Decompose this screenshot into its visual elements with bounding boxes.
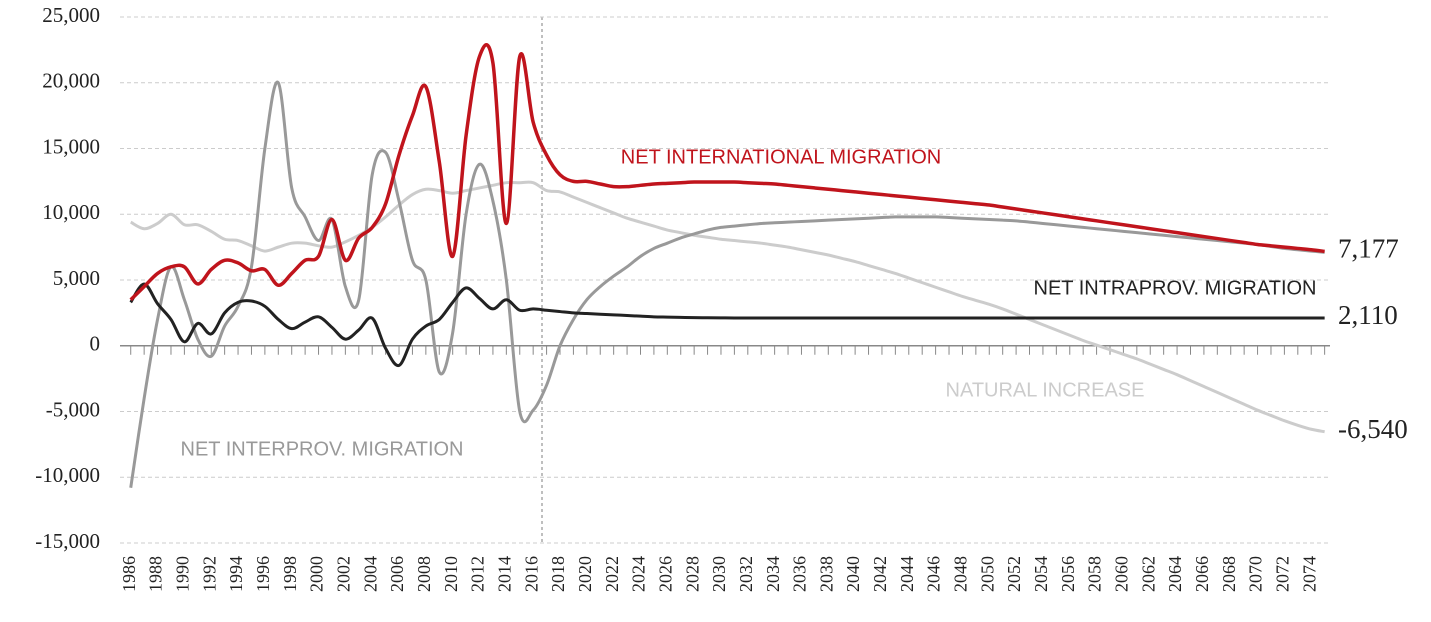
x-tick-label: 2062 [1138,556,1158,592]
x-tick-label: 2012 [468,556,488,592]
x-tick-label: 2058 [1085,556,1105,592]
series-label: NATURAL INCREASE [946,379,1145,401]
x-tick-label: 2008 [414,556,434,592]
x-tick-label: 2066 [1192,556,1212,592]
x-tick-label: 2006 [387,556,407,592]
x-tick-label: 2010 [441,556,461,592]
x-tick-label: 2000 [307,556,327,592]
y-tick-label: -5,000 [46,397,100,421]
series-label: NET INTERPROV. MIGRATION [181,438,464,460]
end-value-label: 7,177 [1338,234,1399,264]
x-tick-label: 2070 [1246,556,1266,592]
y-tick-label: 15,000 [42,134,100,158]
x-tick-label: 1994 [226,556,246,592]
x-tick-label: 2046 [924,556,944,592]
x-tick-label: 2024 [629,556,649,592]
x-tick-label: 2002 [333,556,353,592]
x-tick-label: 1988 [146,556,166,592]
x-tick-label: 2048 [951,556,971,592]
x-tick-label: 2032 [736,556,756,592]
x-tick-label: 1986 [119,556,139,592]
x-tick-label: 2016 [521,556,541,592]
y-tick-label: -15,000 [35,529,100,553]
y-tick-label: 25,000 [42,3,100,27]
x-tick-label: 2042 [870,556,890,592]
x-tick-label: 2044 [897,556,917,592]
x-tick-label: 2074 [1299,556,1319,592]
x-tick-label: 2036 [790,556,810,592]
y-tick-label: 0 [90,332,101,356]
series-label: NET INTRAPROV. MIGRATION [1034,277,1317,299]
x-tick-label: 2054 [1031,556,1051,592]
x-tick-label: 2040 [843,556,863,592]
x-tick-label: 2030 [709,556,729,592]
x-tick-label: 2028 [682,556,702,592]
x-tick-label: 2026 [655,556,675,592]
series-line [129,282,1325,368]
x-tick-label: 2018 [548,556,568,592]
x-tick-label: 2050 [977,556,997,592]
x-tick-label: 1998 [280,556,300,592]
series-label: NET INTERNATIONAL MIGRATION [621,146,941,168]
end-value-label: -6,540 [1338,414,1408,444]
x-tick-label: 2014 [494,556,514,592]
x-tick-label: 2052 [1004,556,1024,592]
x-tick-label: 2064 [1165,556,1185,592]
x-tick-label: 2072 [1273,556,1293,592]
x-tick-label: 1992 [199,556,219,592]
x-tick-label: 2004 [360,556,380,592]
y-tick-label: 20,000 [42,69,100,93]
series-line [129,180,1325,434]
y-tick-label: -10,000 [35,463,100,487]
x-tick-label: 2038 [816,556,836,592]
end-value-label: 2,110 [1338,300,1398,330]
x-tick-label: 2060 [1112,556,1132,592]
y-tick-label: 5,000 [53,266,100,290]
x-tick-label: 2056 [1058,556,1078,592]
x-tick-label: 1996 [253,556,273,592]
x-tick-label: 2020 [575,556,595,592]
x-tick-label: 2034 [763,556,783,592]
y-tick-label: 10,000 [42,200,100,224]
series-line [129,43,1325,301]
x-tick-label: 2022 [602,556,622,592]
series-line [129,80,1325,488]
x-tick-label: 2068 [1219,556,1239,592]
x-tick-label: 1990 [173,556,193,592]
